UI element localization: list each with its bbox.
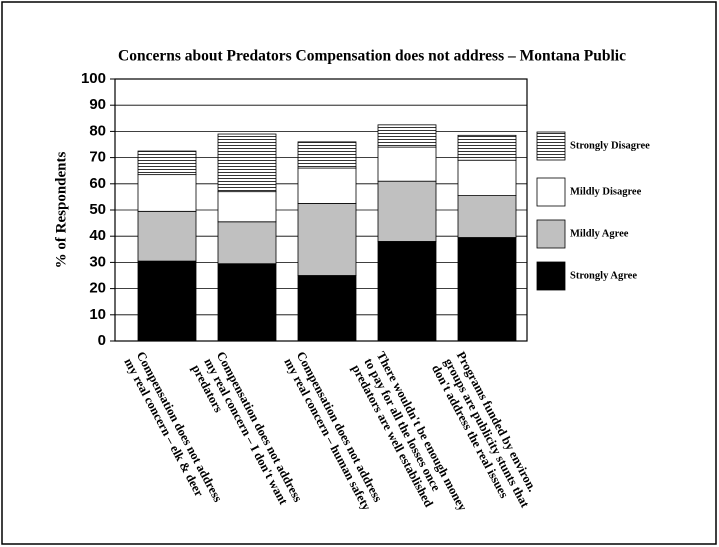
bar-segment — [377, 241, 437, 342]
y-tick-label: 30 — [89, 253, 106, 270]
bar-segment — [217, 263, 277, 342]
bar-segment — [297, 275, 357, 342]
bar-segment — [377, 146, 437, 182]
legend-swatch — [536, 177, 566, 207]
bar-segment — [217, 191, 277, 223]
y-tick-label: 10 — [89, 306, 106, 323]
y-axis-label: % of Respondents — [53, 151, 69, 268]
bar-segment — [297, 167, 357, 204]
y-tick-label: 50 — [89, 201, 106, 218]
bar-segment — [377, 124, 437, 148]
bar-segment — [137, 174, 197, 212]
legend-swatch — [536, 131, 566, 161]
bar-segment — [217, 133, 277, 193]
bar-segment — [457, 159, 517, 196]
bar-segment — [457, 134, 517, 161]
legend-label: Mildly Agree — [570, 228, 629, 239]
y-tick-label: 20 — [89, 280, 106, 297]
legend-label: Strongly Agree — [570, 270, 637, 281]
y-tick-label: 90 — [89, 96, 106, 113]
y-tick-label: 70 — [89, 149, 106, 166]
legend-swatch — [536, 261, 566, 291]
y-tick-label: 60 — [89, 175, 106, 192]
y-tick-label: 100 — [81, 70, 106, 87]
y-tick-label: 40 — [89, 227, 106, 244]
bar-segment — [217, 221, 277, 265]
bar-segment — [457, 237, 517, 342]
legend-label: Strongly Disagree — [570, 140, 650, 151]
bar-segment — [137, 210, 197, 262]
legend-label: Mildly Disagree — [570, 186, 642, 197]
bar-segment — [137, 150, 197, 176]
bar-segment — [297, 203, 357, 276]
y-tick-label: 80 — [89, 122, 106, 139]
chart-title: Concerns about Predators Compensation do… — [118, 48, 626, 65]
bar-segment — [377, 180, 437, 242]
bar-segment — [457, 195, 517, 238]
bar-segment — [297, 141, 357, 169]
bar-segment — [137, 260, 197, 342]
y-tick-label: 0 — [98, 332, 106, 349]
legend-swatch — [536, 219, 566, 249]
